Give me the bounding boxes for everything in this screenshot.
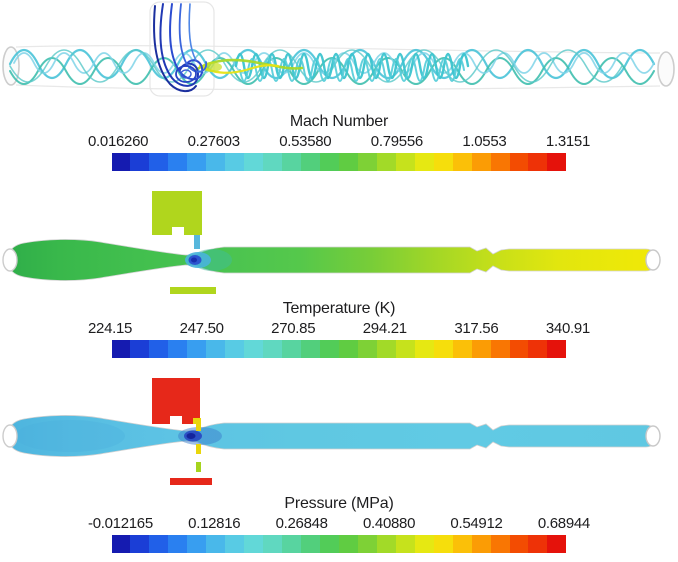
colorbar-title-pressure: Pressure (MPa) <box>284 495 394 512</box>
ejector-body-temperature <box>7 239 657 281</box>
temperature-contour-visualization <box>2 191 661 294</box>
tick-label: 1.3151 <box>545 133 590 150</box>
lower-bar-pressure <box>170 478 212 485</box>
swirl-streamlines <box>8 48 656 85</box>
tick-label: 294.21 <box>362 320 407 337</box>
panel-mach-number: Mach Number 0.016260 0.27603 0.53580 0.7… <box>0 0 678 171</box>
tick-label: 0.016260 <box>88 133 149 150</box>
tick-label: 340.91 <box>545 320 590 337</box>
left-pipe-cap <box>2 424 18 448</box>
inlet-jet-streamlines <box>153 3 208 92</box>
tick-label: 0.27603 <box>187 133 240 150</box>
panel-temperature: Temperature (K) 224.15 247.50 270.85 294… <box>0 185 678 358</box>
tick-label: 1.0553 <box>462 133 507 150</box>
mach-streamlines-visualization <box>2 1 675 97</box>
left-pipe-cap <box>2 248 18 272</box>
tick-label: 0.12816 <box>188 515 241 532</box>
tick-label: 270.85 <box>271 320 316 337</box>
tick-label: -0.012165 <box>88 515 153 532</box>
tick-label: 0.79556 <box>370 133 423 150</box>
colorbar-ticks-pressure: -0.012165 0.12816 0.26848 0.40880 0.5491… <box>88 515 590 532</box>
throat-low-pressure-spot <box>178 427 222 445</box>
tick-label: 0.54912 <box>450 515 503 532</box>
colorbar-pressure <box>111 535 567 553</box>
tick-label: 0.68944 <box>537 515 590 532</box>
tick-label: 0.53580 <box>279 133 332 150</box>
colorbar-title-mach: Mach Number <box>289 113 389 130</box>
left-bulge-shading <box>15 420 125 452</box>
right-pipe-cap <box>645 249 661 271</box>
colorbar-ticks-temperature: 224.15 247.50 270.85 294.21 317.56 340.9… <box>88 320 590 337</box>
tick-label: 247.50 <box>179 320 224 337</box>
tick-label: 317.56 <box>454 320 499 337</box>
colorbar-ticks-mach: 0.016260 0.27603 0.53580 0.79556 1.0553 … <box>88 133 590 150</box>
colorbar-title-temperature: Temperature (K) <box>282 300 396 317</box>
pressure-contour-visualization <box>2 378 661 485</box>
throat-cold-spot <box>185 249 232 271</box>
tick-label: 0.40880 <box>363 515 416 532</box>
panel-pressure: Pressure (MPa) -0.012165 0.12816 0.26848… <box>0 374 678 553</box>
right-pipe-cap <box>645 425 661 447</box>
lower-bar-temperature <box>170 287 216 294</box>
needle-pressure <box>196 422 201 472</box>
tick-label: 224.15 <box>88 320 133 337</box>
colorbar-temperature <box>111 340 567 358</box>
inlet-block-pressure <box>152 378 201 424</box>
colorbar-mach <box>111 153 567 171</box>
inlet-block-temperature <box>152 191 202 249</box>
tick-label: 0.26848 <box>275 515 328 532</box>
